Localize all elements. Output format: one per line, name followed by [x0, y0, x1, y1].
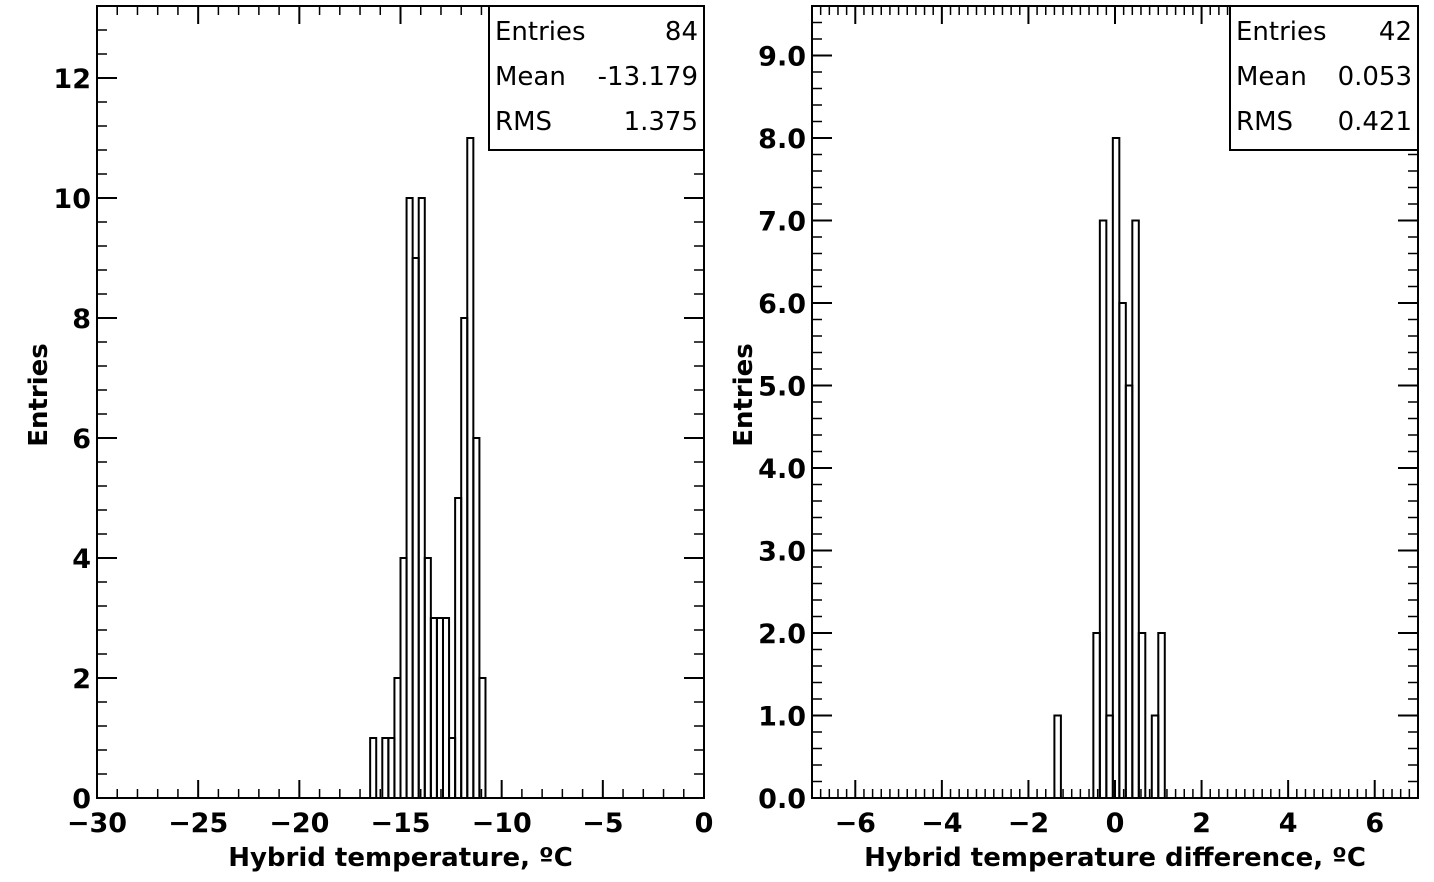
histogram-bar [417, 197, 426, 799]
x-tick-label: −25 [168, 808, 228, 839]
histogram-bar [1053, 714, 1062, 799]
histogram-bar [472, 437, 481, 799]
histogram-bar [369, 737, 378, 799]
x-tick-label: −5 [582, 808, 623, 839]
x-tick-label: −10 [472, 808, 532, 839]
stats-value: -13.179 [598, 62, 698, 92]
y-tick-label: 6 [72, 424, 91, 455]
x-tick-label: 0 [1106, 808, 1125, 839]
stats-label: Entries [1236, 17, 1327, 47]
x-tick-label: −30 [67, 808, 127, 839]
y-tick-label: 2 [72, 664, 91, 695]
y-tick-label: 8.0 [758, 124, 806, 155]
y-tick-label: 2.0 [758, 619, 806, 650]
y-tick-label: 8 [72, 304, 91, 335]
stats-box [488, 5, 705, 151]
stats-value: 0.421 [1338, 107, 1412, 137]
y-tick-label: 5.0 [758, 372, 806, 403]
x-tick-label: −4 [921, 808, 962, 839]
x-tick-label: 2 [1192, 808, 1211, 839]
x-tick-label: −15 [370, 808, 430, 839]
y-tick-label: 7.0 [758, 207, 806, 238]
y-tick-label: 12 [53, 64, 91, 95]
histogram-panel-1: −30 −25 −20 −15 −10 −5 0 0 2 4 6 8 10 12 Hybrid temper… [24, 5, 714, 873]
stats-label: Mean [495, 62, 566, 92]
x-tick-label: 4 [1279, 808, 1298, 839]
y-axis-title: Entries [24, 343, 54, 447]
histogram-bar [1131, 219, 1140, 799]
stats-value: 1.375 [624, 107, 698, 137]
x-tick-label: −20 [269, 808, 329, 839]
stats-label: RMS [495, 107, 552, 137]
histogram-bar [1098, 219, 1108, 799]
x-tick-label: 6 [1365, 808, 1384, 839]
x-tick-label: 0 [695, 808, 714, 839]
histogram-bar [1137, 632, 1147, 799]
stats-label: RMS [1236, 107, 1293, 137]
y-tick-label: 4.0 [758, 454, 806, 485]
y-tick-label: 0.0 [758, 784, 806, 815]
histogram-bar [1157, 632, 1166, 799]
x-tick-label: −6 [835, 808, 876, 839]
stats-value: 42 [1379, 17, 1412, 47]
x-axis-title: Hybrid temperature, ºC [228, 843, 573, 873]
y-tick-label: 3.0 [758, 537, 806, 568]
stats-value: 0.053 [1338, 62, 1412, 92]
stats-box [1229, 5, 1419, 151]
y-tick-label: 0 [72, 784, 91, 815]
x-tick-label: −2 [1008, 808, 1049, 839]
y-tick-label: 4 [72, 544, 91, 575]
y-axis-title: Entries [729, 343, 759, 447]
stats-label: Entries [495, 17, 586, 47]
histogram-bar [441, 617, 451, 799]
y-tick-label: 6.0 [758, 289, 806, 320]
stats-value: 84 [665, 17, 698, 47]
histogram-bar [478, 677, 487, 799]
y-tick-label: 9.0 [758, 42, 806, 73]
y-tick-label: 1.0 [758, 702, 806, 733]
stats-label: Mean [1236, 62, 1307, 92]
histogram-panel-2: −6 −4 −2 0 2 4 6 0.0 1.0 2.0 3.0 4.0 5.0 6.0 7.0 8.0 9.0… [729, 5, 1419, 873]
x-axis-title: Hybrid temperature difference, ºC [864, 843, 1366, 873]
y-tick-label: 10 [53, 184, 91, 215]
